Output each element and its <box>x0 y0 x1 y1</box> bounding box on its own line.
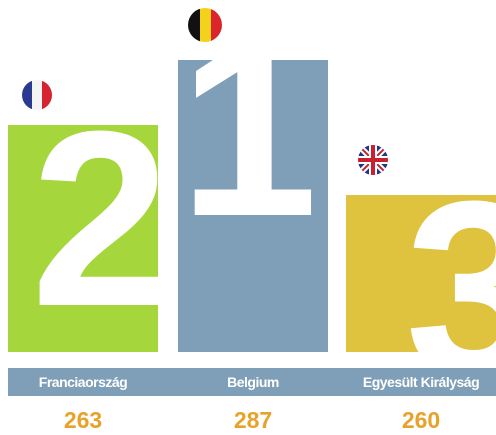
podium-block <box>178 60 328 352</box>
label-band <box>8 368 496 396</box>
country-label: Belgium <box>227 374 279 390</box>
flag-belgium <box>188 8 222 42</box>
score: 263 <box>64 407 102 433</box>
score: 260 <box>402 407 440 433</box>
rank-digit: 2 <box>31 79 170 358</box>
podium-block <box>346 195 496 352</box>
country-label: Franciaország <box>39 374 127 390</box>
rank-digit: 1 <box>179 0 318 268</box>
country-label: Egyesült Királyság <box>363 374 479 390</box>
flag-uk <box>358 145 388 175</box>
rank-digit: 3 <box>405 149 496 428</box>
flag-france <box>22 80 52 110</box>
score: 287 <box>234 407 272 433</box>
podium-block <box>8 125 158 352</box>
